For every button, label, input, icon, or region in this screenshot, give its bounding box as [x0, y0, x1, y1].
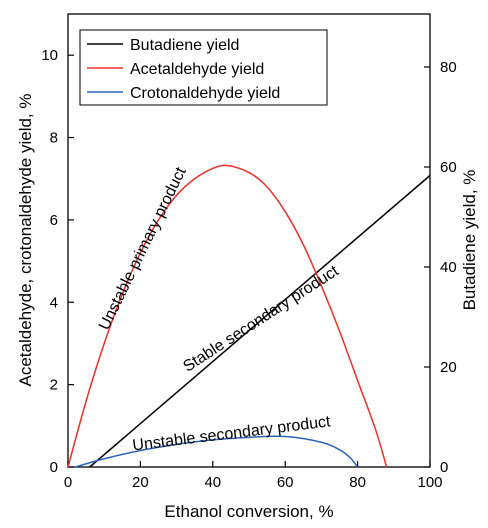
- legend-label-0: Butadiene yield: [130, 37, 239, 54]
- y-left-tick-label-2: 4: [50, 294, 58, 311]
- y-right-tick-label-1: 20: [440, 359, 457, 376]
- x-tick-label-0: 0: [64, 474, 72, 491]
- axis-labels: Ethanol conversion, % Acetaldehyde, crot…: [16, 94, 479, 521]
- annotation-0: Unstable primary product: [96, 164, 190, 333]
- y-left-tick-label-5: 10: [41, 47, 58, 64]
- y-axis-right-label: Butadiene yield, %: [460, 170, 479, 311]
- series-line-2: [75, 435, 359, 468]
- legend-label-1: Acetaldehyde yield: [130, 61, 264, 78]
- series-line-1: [67, 164, 388, 468]
- x-tick-label-1: 20: [132, 474, 149, 491]
- y-left-tick-label-0: 0: [50, 459, 58, 476]
- y-left-tick-label-4: 8: [50, 130, 58, 147]
- annotation-1: Stable secondary product: [180, 262, 342, 375]
- y-right-tick-label-2: 40: [440, 259, 457, 276]
- series-line-0: [89, 174, 431, 468]
- series-layer: [67, 164, 431, 468]
- legend: Butadiene yield Acetaldehyde yield Crotona…: [79, 29, 328, 106]
- y-right-tick-label-3: 60: [440, 159, 457, 176]
- y-left-tick-label-3: 6: [50, 212, 58, 229]
- y-right-tick-label-0: 0: [440, 459, 448, 476]
- y-right-tick-label-4: 80: [440, 59, 457, 76]
- x-tick-label-2: 40: [204, 474, 221, 491]
- annotation-2: Unstable secondary product: [132, 413, 332, 454]
- y-left-tick-label-1: 2: [50, 377, 58, 394]
- x-tick-label-5: 100: [417, 474, 442, 491]
- y-axis-left-label: Acetaldehyde, crotonaldehyde yield, %: [16, 94, 35, 387]
- plot-frame: [67, 13, 431, 468]
- x-tick-label-3: 60: [277, 474, 294, 491]
- x-axis-label: Ethanol conversion, %: [164, 502, 333, 521]
- x-tick-label-4: 80: [349, 474, 366, 491]
- legend-label-2: Crotonaldehyde yield: [130, 85, 280, 102]
